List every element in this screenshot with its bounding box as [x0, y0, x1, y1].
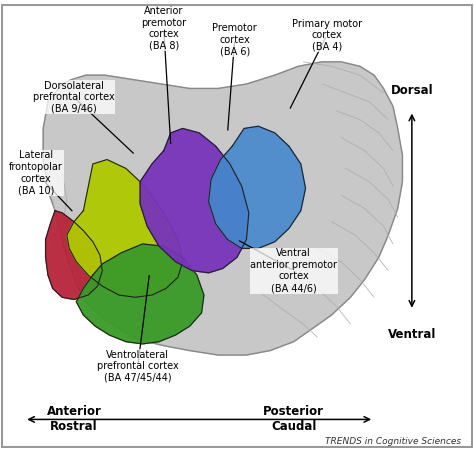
Text: Primary motor
cortex
(BA 4): Primary motor cortex (BA 4)	[292, 18, 362, 52]
Text: Premotor
cortex
(BA 6): Premotor cortex (BA 6)	[212, 23, 257, 56]
Polygon shape	[140, 128, 249, 273]
Text: Caudal: Caudal	[271, 420, 317, 432]
Polygon shape	[209, 126, 306, 248]
Text: Posterior: Posterior	[263, 405, 324, 418]
Text: Ventral
anterior premotor
cortex
(BA 44/6): Ventral anterior premotor cortex (BA 44/…	[250, 248, 337, 293]
Text: Rostral: Rostral	[50, 420, 98, 432]
Text: Anterior: Anterior	[46, 405, 101, 418]
Text: Lateral
frontopolar
cortex
(BA 10): Lateral frontopolar cortex (BA 10)	[9, 150, 63, 195]
Polygon shape	[43, 62, 402, 355]
Polygon shape	[67, 159, 182, 297]
Text: Dorsolateral
prefrontal cortex
(BA 9/46): Dorsolateral prefrontal cortex (BA 9/46)	[33, 81, 115, 114]
Text: Dorsal: Dorsal	[391, 84, 433, 97]
Polygon shape	[76, 244, 204, 344]
Text: Anterior
premotor
cortex
(BA 8): Anterior premotor cortex (BA 8)	[141, 6, 186, 51]
Text: Ventral: Ventral	[388, 328, 436, 341]
Polygon shape	[46, 211, 102, 299]
Text: TRENDS in Cognitive Sciences: TRENDS in Cognitive Sciences	[325, 437, 462, 446]
Text: Ventrolateral
prefrontal cortex
(BA 47/45/44): Ventrolateral prefrontal cortex (BA 47/4…	[97, 349, 179, 383]
